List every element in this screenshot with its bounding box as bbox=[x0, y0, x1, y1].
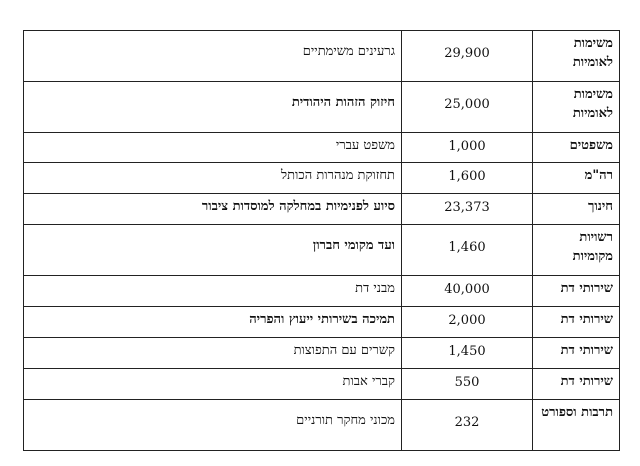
purpose-text: סיוע לפנימיות במחלקה למוסדות ציבור bbox=[201, 199, 395, 214]
purpose-text: משפט עברי bbox=[335, 138, 395, 153]
purpose-text: מכוני מחקר תורניים bbox=[296, 413, 395, 428]
purpose-cell: גרעינים משימתיים bbox=[23, 30, 402, 82]
purpose-text: חיזוק הזהות היהודית bbox=[291, 95, 395, 110]
budget-table-body: משימות לאומיות 29,900 גרעינים משימתיים מ… bbox=[23, 30, 620, 451]
table-row: שירותי דת 550 קברי אבות bbox=[23, 368, 620, 400]
purpose-text: תמיכה בשירותי ייעוץ והפריה bbox=[249, 312, 395, 327]
category-cell: תרבות וספורט bbox=[532, 399, 620, 451]
table-row: רשויות מקומיות 1,460 ועד מקומי חברון bbox=[23, 224, 620, 276]
amount-cell: 1,000 bbox=[401, 132, 533, 163]
amount-cell: 25,000 bbox=[401, 81, 533, 133]
table-row: חינוך 23,373 סיוע לפנימיות במחלקה למוסדו… bbox=[23, 193, 620, 225]
amount-cell: 40,000 bbox=[401, 275, 533, 307]
category-cell: משימות לאומיות bbox=[532, 81, 620, 133]
purpose-cell: סיוע לפנימיות במחלקה למוסדות ציבור bbox=[23, 193, 402, 225]
purpose-text: מבני דת bbox=[355, 281, 395, 296]
budget-table: משימות לאומיות 29,900 גרעינים משימתיים מ… bbox=[23, 30, 620, 451]
category-cell: חינוך bbox=[532, 193, 620, 225]
table-row: תרבות וספורט 232 מכוני מחקר תורניים bbox=[23, 399, 620, 451]
purpose-text: קשרים עם התפוצות bbox=[293, 343, 395, 358]
category-cell: משפטים bbox=[532, 132, 620, 163]
purpose-cell: תמיכה בשירותי ייעוץ והפריה bbox=[23, 306, 402, 338]
table-row: משפטים 1,000 משפט עברי bbox=[23, 132, 620, 163]
category-cell: שירותי דת bbox=[532, 368, 620, 400]
purpose-text: תחזוקת מנהרות הכותל bbox=[281, 168, 395, 183]
amount-cell: 1,600 bbox=[401, 162, 533, 194]
category-cell: שירותי דת bbox=[532, 275, 620, 307]
amount-cell: 2,000 bbox=[401, 306, 533, 338]
purpose-text: קברי אבות bbox=[342, 374, 395, 389]
amount-cell: 232 bbox=[401, 399, 533, 451]
table-row: שירותי דת 40,000 מבני דת bbox=[23, 275, 620, 307]
category-cell: רשויות מקומיות bbox=[532, 224, 620, 276]
table-row: רה"מ 1,600 תחזוקת מנהרות הכותל bbox=[23, 162, 620, 194]
category-cell: שירותי דת bbox=[532, 337, 620, 369]
purpose-cell: חיזוק הזהות היהודית bbox=[23, 81, 402, 133]
category-cell: שירותי דת bbox=[532, 306, 620, 338]
purpose-text: ועד מקומי חברון bbox=[312, 238, 395, 253]
table-row: משימות לאומיות 29,900 גרעינים משימתיים bbox=[23, 30, 620, 82]
table-row: משימות לאומיות 25,000 חיזוק הזהות היהודי… bbox=[23, 81, 620, 133]
purpose-cell: מבני דת bbox=[23, 275, 402, 307]
purpose-cell: קשרים עם התפוצות bbox=[23, 337, 402, 369]
category-cell: משימות לאומיות bbox=[532, 30, 620, 82]
amount-cell: 29,900 bbox=[401, 30, 533, 82]
category-cell: רה"מ bbox=[532, 162, 620, 194]
amount-cell: 23,373 bbox=[401, 193, 533, 225]
table-row: שירותי דת 2,000 תמיכה בשירותי ייעוץ והפר… bbox=[23, 306, 620, 338]
amount-cell: 1,450 bbox=[401, 337, 533, 369]
table-row: שירותי דת 1,450 קשרים עם התפוצות bbox=[23, 337, 620, 369]
purpose-cell: משפט עברי bbox=[23, 132, 402, 163]
amount-cell: 550 bbox=[401, 368, 533, 400]
purpose-text: גרעינים משימתיים bbox=[302, 44, 395, 59]
purpose-cell: קברי אבות bbox=[23, 368, 402, 400]
purpose-cell: תחזוקת מנהרות הכותל bbox=[23, 162, 402, 194]
purpose-cell: ועד מקומי חברון bbox=[23, 224, 402, 276]
purpose-cell: מכוני מחקר תורניים bbox=[23, 399, 402, 451]
amount-cell: 1,460 bbox=[401, 224, 533, 276]
